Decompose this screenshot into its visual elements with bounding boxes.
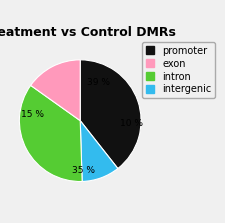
Text: 15 %: 15 % <box>21 110 44 119</box>
Title: Treatment vs Control DMRs: Treatment vs Control DMRs <box>0 26 176 39</box>
Wedge shape <box>80 60 140 169</box>
Text: 10 %: 10 % <box>120 119 143 128</box>
Wedge shape <box>80 121 117 182</box>
Legend: promoter, exon, intron, intergenic: promoter, exon, intron, intergenic <box>141 42 214 98</box>
Wedge shape <box>31 60 80 121</box>
Text: 39 %: 39 % <box>87 78 110 87</box>
Text: 35 %: 35 % <box>72 166 94 175</box>
Wedge shape <box>19 85 82 182</box>
